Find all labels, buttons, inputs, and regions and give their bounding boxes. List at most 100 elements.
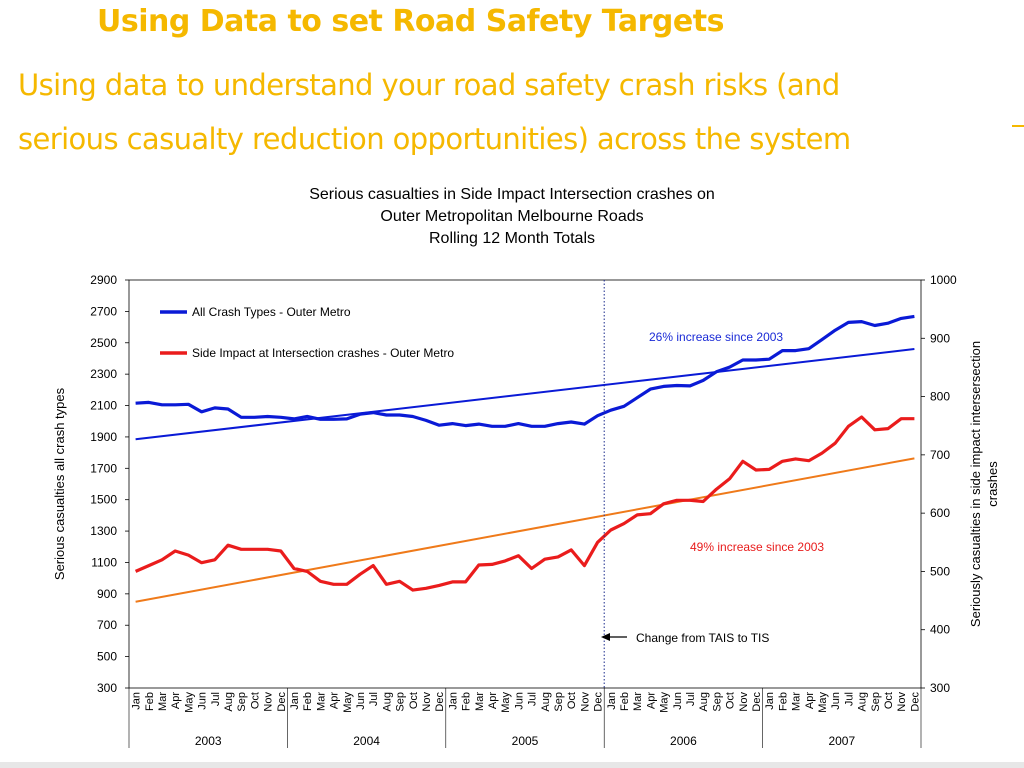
change-annotation: Change from TAIS to TIS	[636, 631, 769, 645]
left-axis-tick-label: 1900	[90, 430, 117, 444]
increase-annotation-all: 26% increase since 2003	[649, 330, 783, 344]
x-month-label: Feb	[619, 692, 631, 711]
x-month-label: Sep	[395, 692, 407, 712]
x-month-label: Oct	[883, 692, 895, 709]
x-month-label: Mar	[791, 692, 803, 711]
right-axis-tick-label: 700	[930, 448, 950, 462]
left-axis-tick-label: 1500	[90, 493, 117, 507]
x-month-label: Apr	[487, 692, 499, 709]
x-month-label: Dec	[434, 692, 446, 712]
x-year-label: 2004	[353, 734, 380, 748]
right-axis-title-line: crashes	[985, 461, 1000, 507]
x-month-label: Dec	[276, 692, 288, 712]
left-axis-tick-label: 700	[97, 618, 117, 632]
x-month-label: Jan	[447, 692, 459, 710]
right-axis-tick-label: 900	[930, 331, 950, 345]
x-month-label: Aug	[540, 692, 552, 712]
x-month-label: Jun	[355, 692, 367, 710]
x-month-label: Jan	[289, 692, 301, 710]
x-month-label: Dec	[751, 692, 763, 712]
x-month-label: Jul	[368, 692, 380, 706]
x-month-label: Jul	[527, 692, 539, 706]
x-month-label: Jul	[210, 692, 222, 706]
slide-title: Using Data to set Road Safety Targets	[97, 4, 724, 39]
x-month-label: Oct	[566, 692, 578, 709]
x-month-label: Feb	[777, 692, 789, 711]
x-month-label: Oct	[408, 692, 420, 709]
chart-title-line: Serious casualties in Side Impact Inters…	[309, 186, 715, 203]
x-month-label: Jan	[606, 692, 618, 710]
x-month-label: May	[659, 692, 671, 713]
x-month-label: May	[500, 692, 512, 713]
left-axis-tick-label: 2300	[90, 367, 117, 381]
x-month-label: Nov	[263, 692, 275, 712]
left-axis-tick-label: 1700	[90, 461, 117, 475]
chart-title-line: Rolling 12 Month Totals	[429, 230, 595, 247]
x-month-label: Jun	[830, 692, 842, 710]
right-axis-tick-label: 600	[930, 506, 950, 520]
x-month-label: Aug	[381, 692, 393, 712]
x-month-label: May	[183, 692, 195, 713]
trend-line-all-crash	[135, 348, 915, 441]
x-month-label: Sep	[870, 692, 882, 712]
subtitle-line-1: Using data to understand your road safet…	[18, 68, 840, 102]
x-month-label: Mar	[157, 692, 169, 711]
x-month-label: Aug	[857, 692, 869, 712]
x-month-label: Aug	[698, 692, 710, 712]
right-axis-tick-label: 400	[930, 623, 950, 637]
x-month-label: Dec	[593, 692, 605, 712]
x-month-label: Mar	[474, 692, 486, 711]
x-month-label: Mar	[632, 692, 644, 711]
x-year-label: 2003	[195, 734, 222, 748]
x-year-label: 2007	[828, 734, 855, 748]
right-axis-tick-label: 300	[930, 681, 950, 695]
left-axis-tick-label: 900	[97, 587, 117, 601]
x-year-label: 2006	[670, 734, 697, 748]
right-axis-tick-label: 800	[930, 390, 950, 404]
left-axis-tick-label: 2100	[90, 399, 117, 413]
x-month-label: Jun	[672, 692, 684, 710]
x-month-label: Apr	[329, 692, 341, 709]
x-month-label: Dec	[909, 692, 921, 712]
x-month-label: Nov	[738, 692, 750, 712]
trend-line-side-impact	[135, 457, 915, 603]
right-axis-tick-label: 500	[930, 564, 950, 578]
left-axis-title: Serious casualties all crash types	[52, 387, 67, 580]
left-axis-tick-label: 500	[97, 650, 117, 664]
x-month-label: Nov	[579, 692, 591, 712]
x-month-label: Feb	[144, 692, 156, 711]
x-month-label: Nov	[896, 692, 908, 712]
x-month-label: Jul	[843, 692, 855, 706]
slide-subtitle: Using data to understand your road safet…	[18, 58, 1008, 166]
increase-annotation-side: 49% increase since 2003	[690, 540, 824, 554]
x-month-label: Sep	[711, 692, 723, 712]
x-month-label: May	[342, 692, 354, 713]
x-month-label: Sep	[553, 692, 565, 712]
legend-label: Side Impact at Intersection crashes - Ou…	[192, 346, 454, 360]
x-month-label: Oct	[249, 692, 261, 709]
series-line-side-impact	[134, 415, 915, 592]
subtitle-line-2: serious casualty reduction opportunities…	[18, 122, 851, 156]
x-month-label: Jun	[197, 692, 209, 710]
right-axis-title-line: Seriously casualties in side impact inte…	[968, 341, 983, 627]
x-month-label: Sep	[236, 692, 248, 712]
left-axis-tick-label: 2700	[90, 304, 117, 318]
decorative-dash	[1012, 125, 1024, 127]
bottom-bar	[0, 762, 1024, 768]
left-axis-tick-label: 2900	[90, 273, 117, 287]
x-month-label: Feb	[461, 692, 473, 711]
x-month-label: Apr	[804, 692, 816, 709]
chart-title-line: Outer Metropolitan Melbourne Roads	[380, 208, 643, 225]
x-month-label: Jan	[764, 692, 776, 710]
x-month-label: Aug	[223, 692, 235, 712]
x-month-label: May	[817, 692, 829, 713]
left-axis-tick-label: 1100	[91, 555, 117, 569]
x-year-label: 2005	[512, 734, 539, 748]
plot-frame	[128, 279, 922, 689]
left-axis-tick-label: 300	[97, 681, 117, 695]
x-month-label: Jun	[513, 692, 525, 710]
series-line-all-crash	[135, 314, 915, 428]
change-arrow-head	[601, 633, 610, 641]
x-month-label: Apr	[645, 692, 657, 709]
x-month-label: Apr	[170, 692, 182, 709]
